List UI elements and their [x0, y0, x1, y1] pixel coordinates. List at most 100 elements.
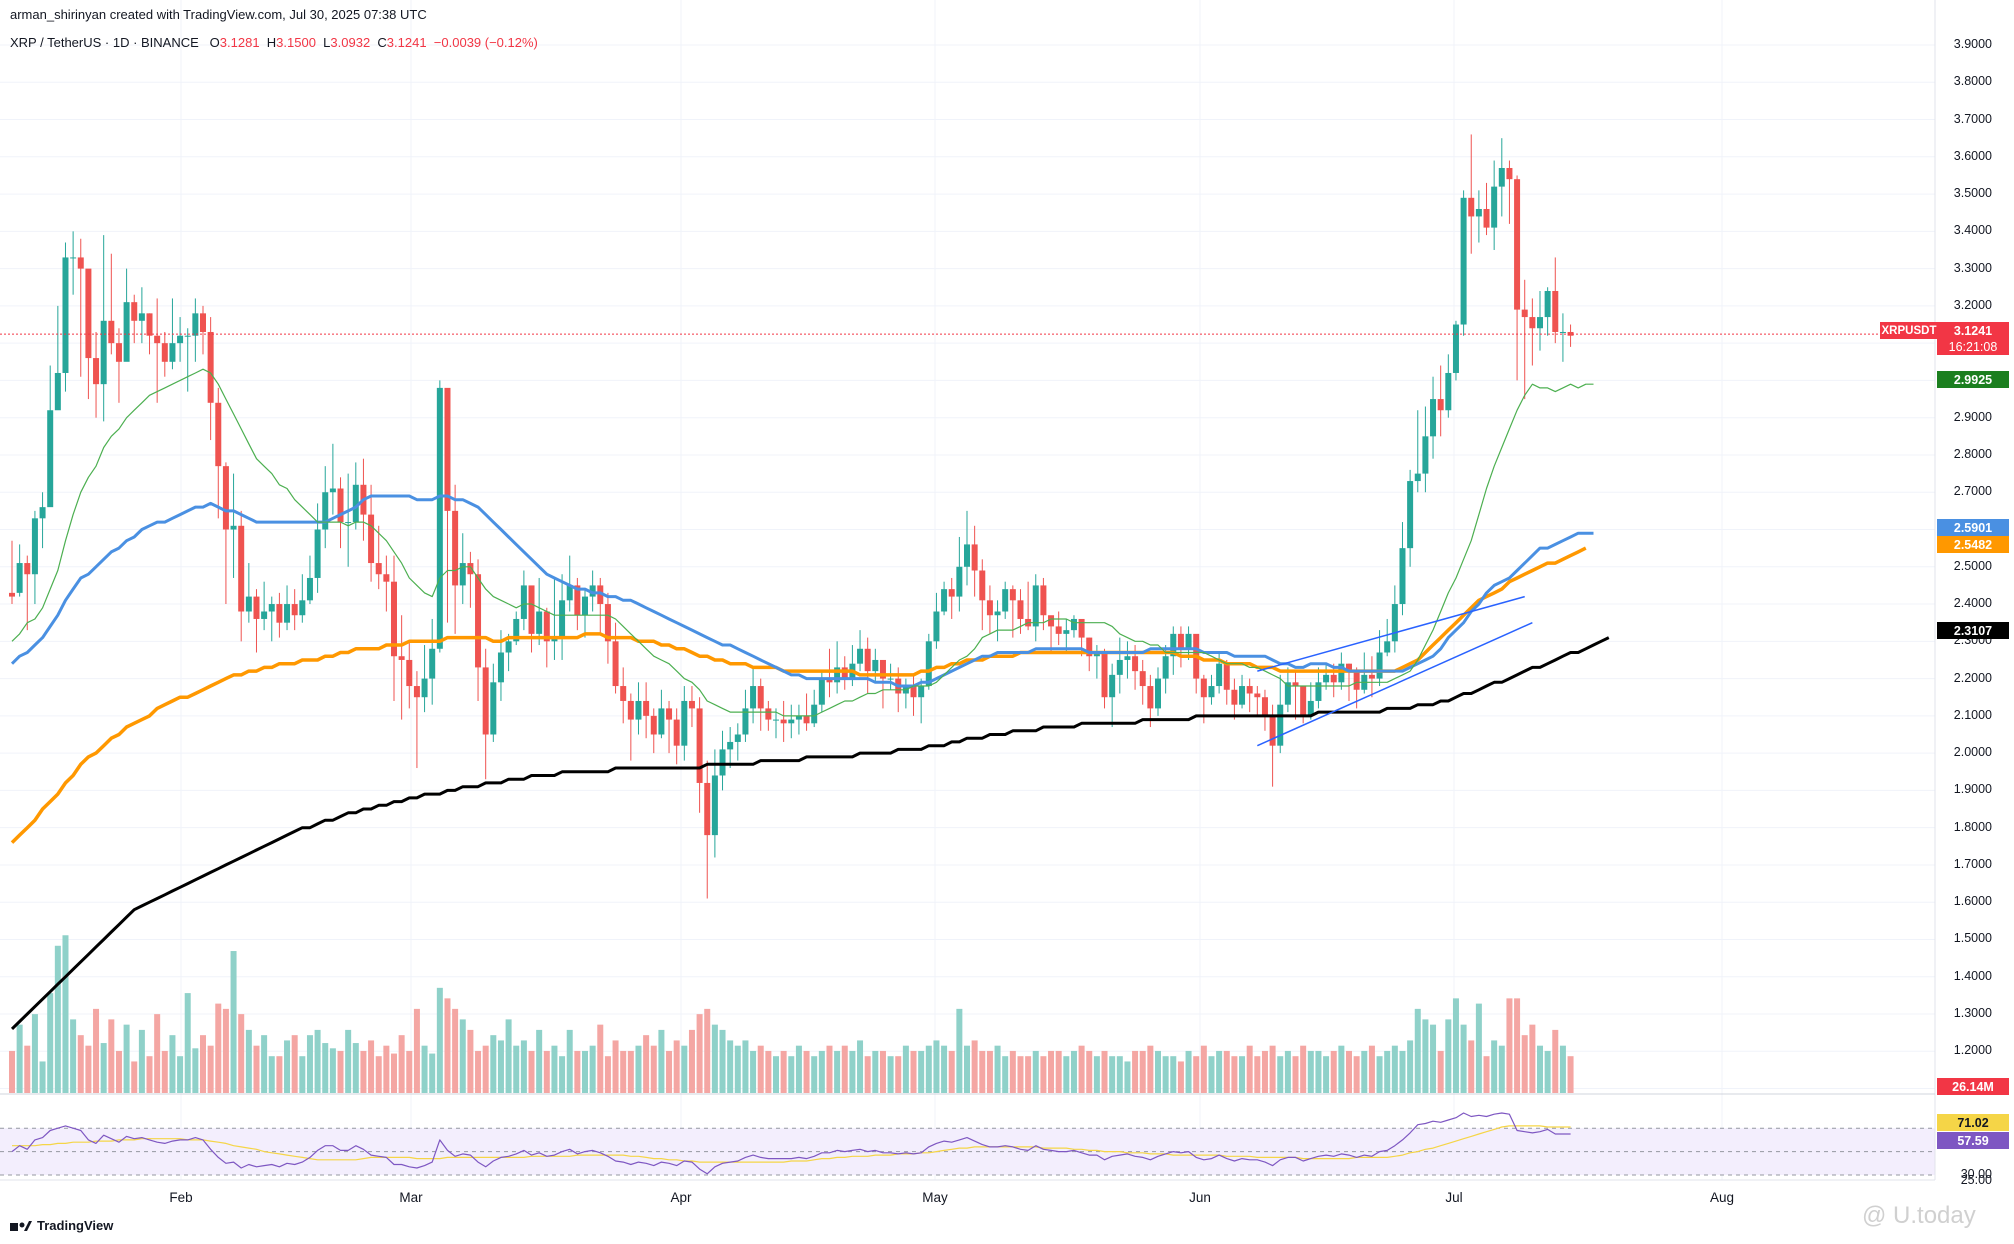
candle-body — [979, 570, 986, 601]
volume-bar — [1086, 1050, 1093, 1093]
volume-bar — [1239, 1056, 1246, 1093]
volume-bar — [497, 1040, 504, 1093]
volume-bar — [773, 1056, 779, 1093]
volume-bar — [505, 1019, 512, 1093]
volume-bar — [528, 1050, 535, 1093]
candle-body — [1284, 682, 1291, 705]
candle-body — [177, 335, 184, 344]
volume-bar — [398, 1035, 405, 1093]
volume-bar — [612, 1040, 619, 1093]
candle-body — [1468, 197, 1475, 217]
volume-bar — [711, 1024, 718, 1093]
candle-body — [16, 563, 23, 593]
trendline — [1257, 595, 1525, 672]
candle-body — [1139, 671, 1146, 687]
volume-bar — [1315, 1050, 1322, 1093]
volume-bar — [1116, 1056, 1123, 1093]
volume-bar — [1391, 1045, 1398, 1093]
volume-bar — [62, 935, 69, 1093]
volume-bar — [635, 1045, 642, 1093]
candle-body — [375, 563, 382, 575]
candle-body — [276, 604, 283, 623]
volume-bar — [184, 993, 191, 1093]
candle-body — [1109, 674, 1116, 698]
volume-bar — [986, 1050, 993, 1093]
volume-bar — [1277, 1056, 1284, 1093]
volume-bar — [1460, 1024, 1467, 1093]
price-axis-label: 2.7000 — [1953, 484, 1992, 499]
price-axis-label: 1.3000 — [1953, 1006, 1992, 1021]
candle-body — [299, 600, 306, 616]
volume-bar — [1559, 1045, 1566, 1093]
candle-body — [650, 715, 657, 735]
time-axis-label: May — [922, 1190, 948, 1205]
candle-body — [773, 719, 779, 721]
close-label: C — [377, 35, 387, 50]
tradingview-logo-icon — [10, 1220, 32, 1231]
candle-body — [1170, 633, 1177, 657]
volume-bar — [1032, 1050, 1039, 1093]
candle-body — [200, 313, 206, 332]
price-axis-label: 3.8000 — [1953, 74, 1992, 89]
volume-bar — [123, 1024, 130, 1093]
candle-body — [123, 302, 130, 362]
candle-body — [1292, 682, 1299, 687]
volume-bar — [47, 993, 54, 1093]
volume-bar — [1330, 1050, 1337, 1093]
volume-bar — [566, 1029, 573, 1093]
volume-bar — [230, 951, 237, 1093]
grid-lines — [0, 0, 1935, 1180]
candle-body — [780, 719, 787, 724]
volume-bar — [490, 1035, 497, 1093]
volume-bar — [1170, 1056, 1177, 1093]
candle-body — [1307, 700, 1314, 716]
price-axis-label: 3.7000 — [1953, 111, 1992, 126]
candle-body — [727, 741, 734, 750]
volume-bar — [1422, 1019, 1429, 1093]
volume-bar — [1414, 1008, 1421, 1093]
volume-bar — [704, 1008, 711, 1093]
candle-body — [398, 656, 405, 660]
candle-body — [490, 682, 497, 735]
volume-bar — [429, 1053, 436, 1093]
volume-bar — [1361, 1050, 1368, 1093]
volume-bars — [9, 935, 1574, 1093]
close-value: 3.1241 — [386, 35, 427, 50]
volume-bar — [131, 1061, 138, 1093]
candle-body — [811, 704, 818, 724]
volume-bar — [169, 1035, 176, 1093]
volume-bar — [192, 1048, 199, 1093]
candle-body — [1437, 399, 1444, 411]
candle-body — [1452, 324, 1459, 373]
candle-body — [1376, 652, 1383, 679]
volume-bar — [1124, 1061, 1131, 1093]
symbol-title[interactable]: XRP / TetherUS · 1D · BINANCE — [10, 35, 199, 50]
candle-body — [704, 782, 711, 836]
price-axis-label: 3.9000 — [1953, 37, 1992, 51]
volume-bar — [322, 1043, 329, 1093]
volume-bar — [1468, 1040, 1475, 1093]
candle-body — [62, 257, 69, 373]
volume-bar — [1537, 1045, 1543, 1093]
sma200-tag: 2.3107 — [1937, 622, 2009, 639]
candle-body — [1483, 208, 1490, 228]
candle-body — [520, 585, 527, 619]
high-value: 3.1500 — [276, 35, 316, 50]
tradingview-logo[interactable]: TradingView — [10, 1218, 113, 1233]
volume-bar — [872, 1050, 879, 1093]
volume-bar — [154, 1014, 161, 1093]
candle-body — [1093, 652, 1100, 657]
candle-body — [207, 331, 214, 403]
candle-body — [1040, 585, 1047, 616]
price-axis-label: 3.6000 — [1953, 148, 1992, 163]
volume-bar — [1323, 1056, 1330, 1093]
price-axis-label: 1.6000 — [1953, 894, 1992, 909]
volume-bar — [1269, 1045, 1276, 1093]
candle-body — [238, 525, 245, 612]
price-axis-label: 1.2000 — [1953, 1043, 1992, 1058]
volume-bar — [1101, 1050, 1108, 1093]
volume-bar — [207, 1045, 214, 1093]
candle-body — [750, 686, 757, 709]
volume-bar — [238, 1014, 245, 1093]
volume-bar — [413, 1008, 420, 1093]
